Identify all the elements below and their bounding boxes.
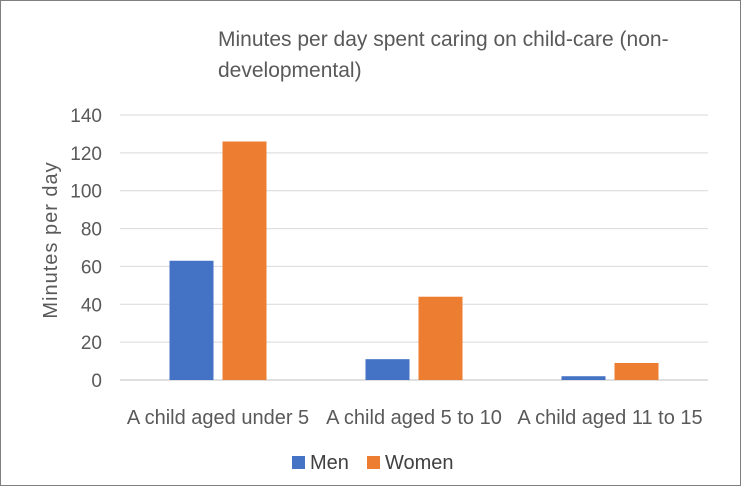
legend-label-women: Women	[385, 452, 454, 474]
y-tick-label: 80	[81, 220, 102, 241]
x-tick-label: A child aged 11 to 15	[517, 407, 702, 429]
y-tick-label: 20	[81, 333, 102, 354]
bar-men	[561, 376, 606, 380]
y-tick-label: 60	[81, 257, 102, 278]
x-tick-label: A child aged 5 to 10	[326, 407, 502, 429]
y-tick-label: 0	[91, 371, 102, 392]
y-axis-label: Minutes per day	[40, 161, 62, 318]
x-tick-label: A child aged under 5	[127, 407, 309, 429]
y-tick-label: 100	[70, 182, 102, 203]
y-tick-label: 120	[70, 144, 102, 165]
bar-men	[365, 359, 410, 380]
bar-women	[614, 362, 659, 380]
legend-label-men: Men	[310, 452, 349, 474]
legend-swatch-women	[367, 456, 380, 469]
legend-swatch-men	[292, 456, 305, 469]
chart-title: Minutes per day spent caring on child-ca…	[218, 28, 669, 82]
bar-women	[418, 296, 463, 380]
y-tick-label: 140	[70, 106, 102, 127]
bar-women	[222, 141, 267, 380]
y-tick-label: 40	[81, 295, 102, 316]
bar-men	[169, 260, 214, 380]
